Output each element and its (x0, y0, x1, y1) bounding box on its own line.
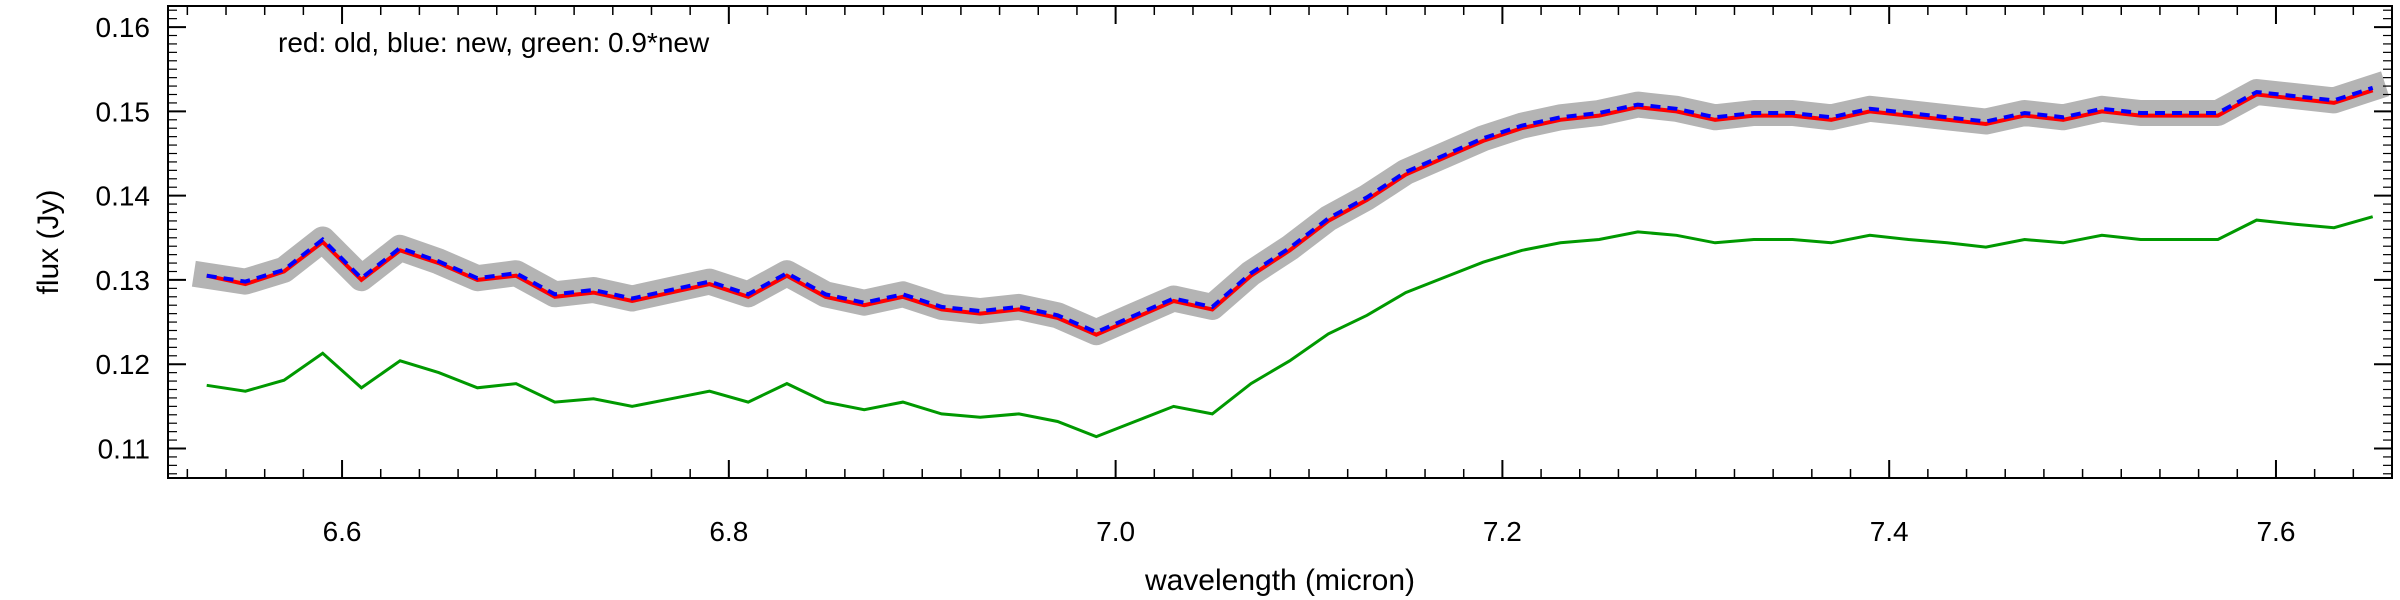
x-axis-title: wavelength (micron) (1144, 564, 1415, 597)
x-tick-label: 7.0 (1096, 516, 1135, 547)
series-layer (206, 85, 2374, 439)
legend-annotation: red: old, blue: new, green: 0.9*new (278, 27, 710, 58)
y-tick-label: 0.13 (96, 265, 151, 296)
y-tick-label: 0.12 (96, 349, 151, 380)
x-tick-label: 6.8 (709, 516, 748, 547)
series-line-old (206, 88, 2374, 337)
x-tick-label: 6.6 (323, 516, 362, 547)
y-axis-title: flux (Jy) (32, 190, 65, 295)
x-tick-label: 7.6 (2256, 516, 2295, 547)
y-tick-label: 0.16 (96, 12, 151, 43)
y-tick-label: 0.11 (98, 434, 150, 465)
x-tick-label: 7.2 (1483, 516, 1522, 547)
y-tick-label: 0.15 (96, 96, 151, 127)
x-tick-label: 7.4 (1870, 516, 1909, 547)
tick-layer: 6.6 6.8 7.0 7.2 7.4 7.6 0.11 0.12 0.13 0.14 0.15 0.… (96, 6, 2392, 547)
series-line-scaled (206, 215, 2374, 439)
plot-frame (167, 5, 2393, 479)
y-tick-label: 0.14 (96, 181, 151, 212)
series-line-new (206, 85, 2374, 335)
